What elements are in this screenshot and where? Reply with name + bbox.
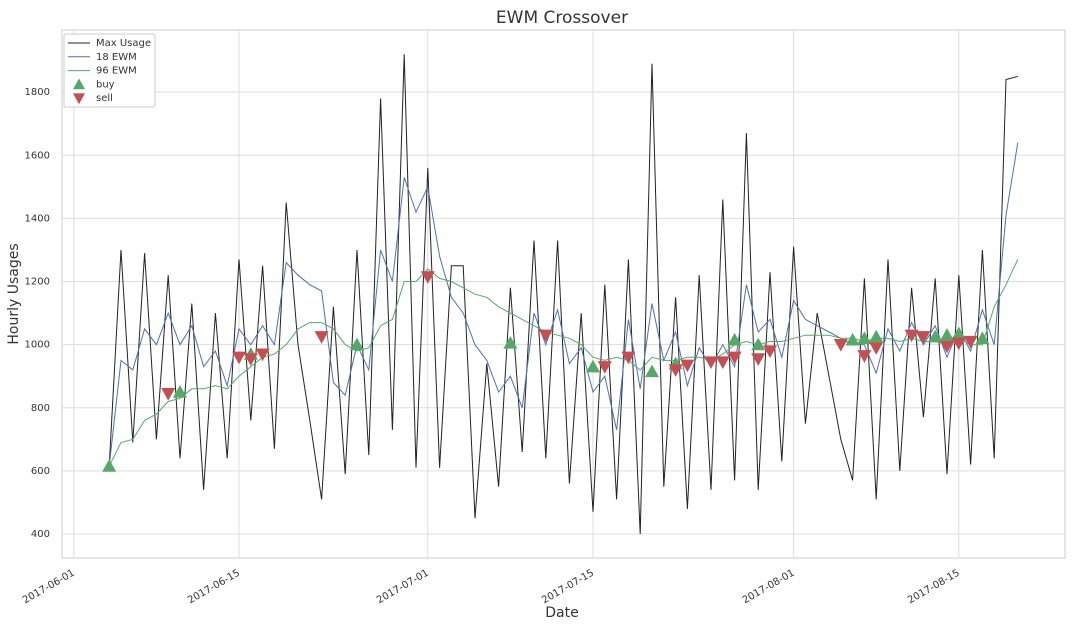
legend-box <box>63 33 156 108</box>
signal-marker <box>940 328 954 341</box>
signal-marker <box>751 353 766 366</box>
signal-marker <box>586 359 600 373</box>
legend-label: 18 EWM <box>96 52 137 63</box>
signal-marker <box>255 348 270 362</box>
signal-marker <box>916 331 931 344</box>
signal-marker <box>350 337 364 351</box>
x-tick-label: 2017-08-15 <box>906 568 962 607</box>
signal-marker <box>904 329 919 343</box>
signal-marker <box>715 356 730 370</box>
legend: Max Usage 18 EWM 96 EWM buy sell <box>63 33 156 108</box>
signal-marker <box>751 337 766 351</box>
y-tick-label: 800 <box>31 403 50 414</box>
signal-marker <box>645 364 659 378</box>
signal-marker <box>668 364 683 377</box>
signal-marker <box>243 353 258 366</box>
series-line <box>108 54 1018 535</box>
x-axis-label: Date <box>545 605 578 621</box>
signal-marker <box>951 326 966 340</box>
y-tick-label: 1200 <box>25 277 50 288</box>
legend-label: buy <box>96 79 115 90</box>
signal-marker <box>680 359 695 373</box>
plot-area <box>61 29 1066 559</box>
legend-label: sell <box>96 93 113 104</box>
y-tick-label: 1000 <box>25 340 50 351</box>
signal-marker <box>727 332 742 346</box>
signal-marker <box>857 331 872 344</box>
legend-marker <box>73 78 85 90</box>
signal-marker <box>102 459 117 472</box>
signal-marker <box>727 351 742 365</box>
y-tick-label: 1400 <box>25 213 50 224</box>
signal-marker <box>951 337 966 351</box>
signal-marker <box>597 361 612 374</box>
signal-marker <box>420 271 435 284</box>
chart-title: EWM Crossover <box>496 8 628 28</box>
signal-marker <box>963 335 978 349</box>
signal-marker <box>704 356 718 370</box>
signal-marker <box>314 331 329 344</box>
signal-marker <box>161 387 176 401</box>
legend-label: 96 EWM <box>96 66 137 77</box>
signal-marker <box>538 329 553 343</box>
signal-marker <box>928 329 943 343</box>
x-tick-label: 2017-06-01 <box>21 568 77 607</box>
signal-marker <box>845 332 860 346</box>
y-tick-label: 1600 <box>25 150 50 161</box>
signal-marker <box>173 384 187 398</box>
signal-marker <box>833 339 848 352</box>
y-tick-label: 600 <box>31 466 50 477</box>
signal-marker <box>232 351 246 365</box>
legend-marker <box>73 93 85 105</box>
y-axis-label: Hourly Usages <box>6 243 22 344</box>
signal-marker <box>975 331 990 344</box>
signal-marker <box>940 340 954 354</box>
signal-marker <box>621 351 636 365</box>
marks <box>102 54 1019 535</box>
x-tick-label: 2017-07-15 <box>540 568 596 607</box>
legend-label: Max Usage <box>96 38 151 49</box>
signal-marker <box>869 329 884 343</box>
y-tick-label: 400 <box>31 529 50 540</box>
signal-marker <box>503 336 518 349</box>
x-tick-label: 2017-07-01 <box>375 568 431 607</box>
y-tick-label: 1800 <box>25 87 50 98</box>
x-tick-label: 2017-06-15 <box>186 568 242 607</box>
signal-marker <box>857 350 872 363</box>
grid <box>62 30 1065 558</box>
signal-marker <box>763 345 777 358</box>
x-tick-label: 2017-08-01 <box>741 568 797 607</box>
signal-marker <box>869 342 884 355</box>
